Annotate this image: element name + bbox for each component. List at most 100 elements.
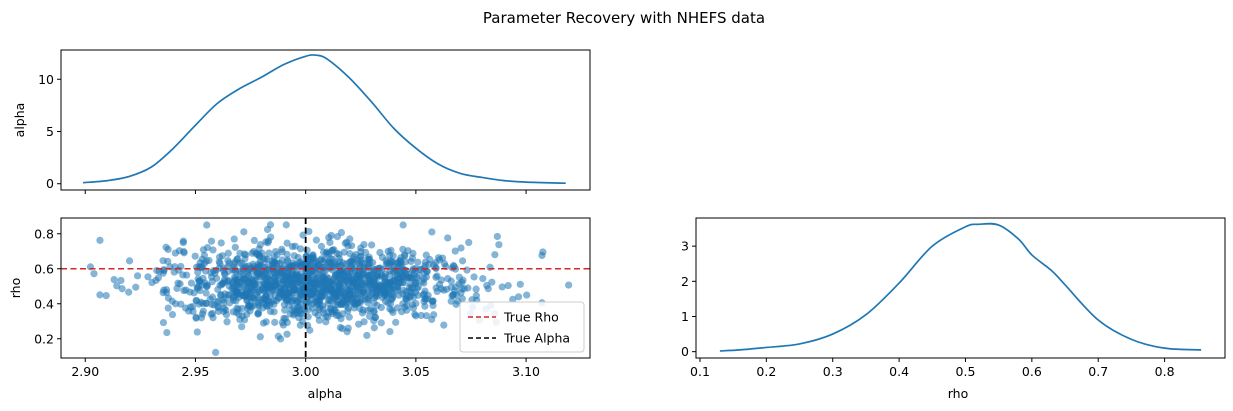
top-ylabel: alpha (12, 103, 27, 138)
scatter-point (420, 279, 428, 287)
scatter-point (328, 286, 336, 294)
scatter-point (386, 327, 394, 336)
scatter-point (449, 290, 457, 299)
scatter-point (318, 302, 327, 310)
scatter-point (270, 300, 278, 308)
bottom-right-xtick-label: 0.2 (756, 364, 776, 379)
scatter-point (493, 232, 501, 241)
scatter-point (207, 237, 216, 245)
scatter-point (162, 286, 171, 294)
scatter-point (159, 269, 167, 277)
scatter-point (187, 279, 196, 287)
bottom-right-xtick-label: 0.6 (1022, 364, 1042, 379)
scatter-point (202, 257, 211, 265)
bottom-left-ytick-label: 0.6 (34, 261, 54, 276)
scatter-point (164, 257, 172, 266)
scatter-point (113, 282, 121, 290)
scatter-point (283, 330, 291, 338)
scatter-point (271, 282, 279, 290)
scatter-point (465, 238, 473, 247)
suptitle: Parameter Recovery with NHEFS data (483, 9, 765, 27)
scatter-point (144, 273, 152, 281)
scatter-point (422, 312, 431, 320)
scatter-point (336, 323, 344, 332)
scatter-point (421, 294, 429, 303)
scatter-point (516, 280, 524, 288)
scatter-point (314, 260, 323, 268)
scatter-point (422, 273, 431, 281)
scatter-point (452, 283, 460, 291)
bottom-left-ytick-label: 0.4 (34, 296, 54, 311)
scatter-point (340, 248, 348, 256)
scatter-point (355, 259, 363, 267)
scatter-point (219, 299, 228, 307)
scatter-point (387, 246, 395, 254)
scatter-point (364, 298, 372, 307)
scatter-point (243, 310, 251, 318)
scatter-point (256, 333, 264, 341)
scatter-point (209, 246, 217, 254)
scatter-point (337, 287, 345, 295)
scatter-point (90, 270, 98, 278)
scatter-point (399, 290, 407, 298)
scatter-point (249, 279, 257, 287)
bottom-left-xtick-label: 2.95 (182, 364, 210, 379)
bottom-right-ytick-label: 3 (681, 239, 689, 254)
scatter-point (354, 273, 362, 281)
top-frame (60, 49, 591, 191)
scatter-point (271, 247, 280, 256)
scatter-point (198, 281, 206, 289)
scatter-point (370, 299, 378, 307)
scatter-point (221, 290, 229, 298)
scatter-point (240, 228, 248, 236)
bottom-right-ytick-label: 2 (681, 274, 689, 289)
scatter-point (538, 251, 546, 260)
scatter-point (486, 263, 494, 271)
scatter-point (491, 251, 499, 259)
scatter-point (132, 283, 140, 291)
scatter-point (498, 283, 506, 291)
scatter-point (194, 268, 202, 276)
scatter-point (399, 221, 407, 229)
scatter-point (333, 233, 341, 241)
scatter-point (377, 319, 385, 327)
scatter-point (202, 299, 210, 307)
scatter-point (233, 288, 241, 296)
scatter-point (389, 252, 397, 260)
bottom-left-axes: alpha rho 2.90 2.95 3.00 3.05 3.10 0.2 0.4 0.6 0… (8, 217, 591, 401)
scatter-point (414, 258, 422, 266)
scatter-point (300, 305, 308, 313)
scatter-point (350, 304, 358, 312)
scatter-point (314, 270, 322, 278)
bottom-left-ytick-label: 0.2 (34, 331, 54, 346)
scatter-point (254, 310, 262, 318)
scatter-point (447, 277, 455, 285)
scatter-point (266, 221, 275, 229)
scatter-point (245, 301, 253, 309)
scatter-point (212, 348, 220, 357)
scatter-point (393, 285, 402, 293)
scatter-point (345, 313, 353, 321)
scatter-point (291, 260, 299, 269)
scatter-point (455, 273, 463, 281)
scatter-point (464, 284, 472, 292)
scatter-point (337, 315, 345, 323)
bottom-right-frame (695, 217, 1226, 359)
scatter-point (224, 257, 232, 265)
scatter-point (345, 258, 353, 267)
scatter-point (428, 228, 436, 236)
scatter-point (168, 297, 176, 305)
scatter-point (239, 272, 247, 280)
bottom-left-xlabel: alpha (308, 386, 343, 401)
scatter-point (327, 264, 335, 272)
scatter-point (319, 288, 327, 296)
scatter-point (369, 259, 377, 267)
scatter-point (262, 318, 270, 326)
scatter-point (159, 319, 168, 327)
scatter-point (331, 258, 339, 266)
scatter-point (337, 261, 345, 269)
scatter-point (191, 252, 199, 260)
scatter-point (176, 280, 184, 288)
scatter-point (339, 297, 348, 305)
scatter-point (162, 243, 170, 251)
